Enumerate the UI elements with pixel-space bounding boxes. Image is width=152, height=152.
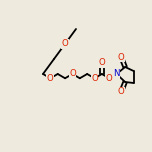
Text: O: O	[69, 69, 76, 78]
Text: O: O	[91, 74, 98, 83]
Text: O: O	[118, 88, 124, 97]
Text: O: O	[62, 40, 68, 48]
Text: O: O	[118, 52, 124, 62]
Text: O: O	[106, 74, 113, 83]
Text: N: N	[113, 69, 120, 78]
Text: O: O	[47, 74, 54, 83]
Text: O: O	[98, 58, 105, 67]
